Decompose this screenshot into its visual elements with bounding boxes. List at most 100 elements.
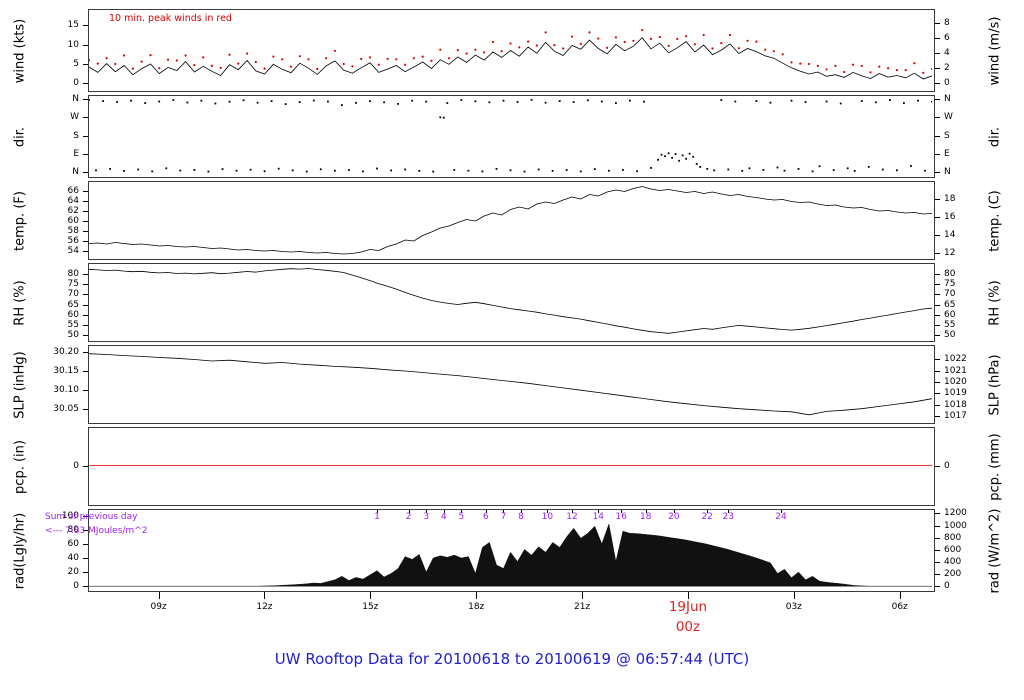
rh-left-tick-mark [83,294,88,296]
slp-right-tick-mark [935,393,940,395]
rad-left-axis: rad(Lgly/hr) 0 20 40 60 80 100 [0,509,88,592]
rh-right-tick-label: 75 [944,279,956,290]
wind-right-tick-mark [935,23,940,25]
rad-left-tick-mark [83,515,88,517]
rh-left-tick-label: 70 [67,289,79,300]
rh-right-tick-mark [935,294,940,296]
dir-right-tick-mark [935,171,940,173]
wind-right-tick-label: 6 [944,33,950,44]
radiation-sum-marker-tick [728,510,730,513]
radiation-sum-line1: Sum of previous day [45,512,138,522]
wind-right-tick-mark [935,68,940,70]
wind-right-tick-label: 4 [944,48,950,59]
dir-plot [88,95,935,178]
wind-right-tick-label: 0 [944,78,950,89]
slp-right-axis-title: SLP (hPa) [987,353,1003,416]
rh-right-tick-label: 80 [944,269,956,280]
temp-left-tick-label: 66 [67,186,79,196]
temp-left-tick-label: 64 [67,196,79,206]
slp-right-tick-mark [935,382,940,384]
rh-left-tick-label: 55 [67,319,79,330]
wind-right-tick-label: 8 [944,18,950,29]
rad-right-tick-label: 600 [944,544,962,555]
pcp-left-axis-title: pcp. (in) [12,439,28,494]
pcp-left-tick-label: 0 [73,460,79,471]
rad-left-tick-mark [83,557,88,559]
slp-left-tick-label: 30.20 [53,346,79,357]
radiation-sum-marker: 8 [518,512,524,522]
wind-left-tick-mark [83,83,88,85]
panel-temperature: temp. (F) 54 56 58 60 62 64 66 temp. (C) 12 14 1… [0,181,1024,260]
radiation-sum-marker-tick [443,510,445,513]
rad-right-tick-label: 1200 [944,508,967,519]
wind-left-tick-label: 5 [73,58,79,69]
dir-left-tick-label: W [70,112,79,123]
pcp-plot [88,427,935,506]
radiation-sum-marker: 16 [615,512,627,522]
time-tick-mark [793,592,795,599]
slp-left-tick-mark [83,409,88,411]
wind-left-tick-mark [83,25,88,27]
pcp-chart [89,465,932,466]
wind-right-tick-label: 2 [944,63,950,74]
rh-right-tick-label: 70 [944,289,956,300]
wind-plot: 10 min. peak winds in red [88,9,935,92]
time-tick-mark [687,592,689,599]
pcp-right-axis: pcp. (mm) 0 [935,427,1024,506]
x-axis-ticks: 09z 12z 15z 18z 21z 19Jun 00z 03z 06z [88,592,935,646]
temp-right-tick-mark [935,217,940,218]
rh-left-tick-label: 75 [67,279,79,290]
radiation-sum-marker: 18 [639,512,652,522]
rad-right-tick-mark [935,586,940,588]
time-tick-label: 09z [150,602,167,612]
rad-right-tick-mark [935,549,940,551]
slp-left-tick-mark [83,351,88,353]
rh-right-tick-mark [935,334,940,336]
radiation-sum-marker-tick [571,510,573,513]
dir-left-tick-mark [83,153,88,155]
radiation-sum-marker: 24 [775,512,787,522]
slp-right-tick-label: 1017 [944,411,967,421]
rad-right-tick-mark [935,574,940,576]
panel-humidity: RH (%) 50 55 60 65 70 75 80 RH (%) 50 55 60 65 70 7… [0,263,1024,342]
radiation-sum-marker: 10 [541,512,554,522]
wind-right-axis: wind (m/s) 0 2 4 6 8 [935,9,1024,92]
temp-left-axis-title: temp. (F) [12,190,28,251]
rh-left-tick-mark [83,284,88,286]
dir-right-tick-label: N [944,94,951,105]
dir-left-tick-label: N [72,166,79,177]
slp-right-tick-label: 1018 [944,399,967,410]
temp-left-tick-mark [83,201,88,202]
dir-left-tick-label: N [72,94,79,105]
temp-left-tick-mark [83,191,88,192]
temp-right-tick-mark [935,253,940,254]
slp-left-tick-label: 30.15 [53,366,79,376]
rad-plot: Sum of previous day <--- 7.83 MJoules/m^2… [45,509,935,592]
pcp-right-tick-mark [935,465,940,467]
slp-plot [88,345,935,424]
slp-left-axis: SLP (inHg) 30.05 30.10 30.15 30.20 [0,345,88,424]
rh-left-tick-label: 60 [67,309,79,320]
dir-left-tick-mark [83,171,88,173]
slp-right-tick-mark [935,359,940,361]
slp-right-tick-mark [935,370,940,372]
time-tick-mark [264,592,266,599]
rad-chart [89,523,932,587]
rh-left-tick-mark [83,324,88,326]
rad-right-tick-mark [935,537,940,539]
slp-right-tick-label: 1020 [944,377,967,388]
rh-right-tick-label: 55 [944,319,956,330]
rad-right-tick-label: 800 [944,532,962,543]
rh-left-tick-mark [83,304,88,306]
dir-left-tick-mark [83,117,88,119]
rh-left-tick-label: 50 [67,329,79,340]
dir-right-tick-mark [935,135,940,137]
rad-left-tick-mark [83,586,88,588]
rad-right-axis-title: rad (W/m^2) [987,508,1003,593]
rh-left-tick-label: 65 [67,299,79,310]
peak-winds-annotation: 10 min. peak winds in red [109,13,232,24]
rad-left-tick-mark [83,572,88,574]
slp-left-tick-label: 30.10 [53,385,79,396]
dir-left-tick-mark [83,135,88,137]
